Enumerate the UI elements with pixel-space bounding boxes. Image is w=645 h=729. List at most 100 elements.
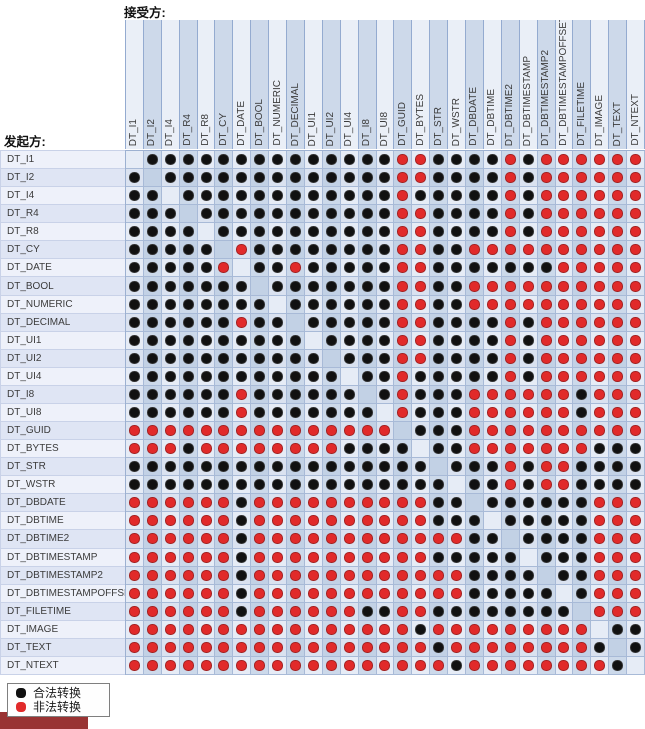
legal-dot: [182, 172, 194, 184]
matrix-cell-DT_NUMERIC-to-DT_I4: [161, 295, 180, 314]
legal-dot: [522, 154, 534, 166]
illegal-dot: [630, 370, 642, 382]
row-label-DT_I8: DT_I8: [1, 385, 125, 404]
matrix-cell-DT_GUID-to-DT_TEXT: [609, 422, 628, 441]
matrix-cell-DT_DBTIME-to-DT_UI2: [322, 512, 341, 531]
legal-dot: [307, 461, 319, 473]
illegal-dot: [325, 605, 337, 617]
illegal-dot: [146, 533, 158, 545]
legal-dot: [164, 154, 176, 166]
matrix-cell-DT_I2-to-DT_I1: [126, 169, 144, 188]
matrix-cell-DT_DBTIME2-to-DT_UI4: [340, 530, 359, 549]
legal-dot: [612, 623, 624, 635]
matrix-cell-DT_DBDATE-to-DT_DBTIMESTAMPOFFSET: [555, 494, 574, 513]
legal-dot: [361, 262, 373, 274]
matrix-cell-DT_DBTIMESTAMP-to-DT_DBTIME2: [501, 548, 520, 567]
matrix-cell-DT_I1-to-DT_DBTIMESTAMP: [519, 151, 538, 170]
legal-dot: [325, 244, 337, 256]
legal-dot: [325, 461, 337, 473]
matrix-cell-DT_NTEXT-to-DT_BOOL: [251, 656, 270, 675]
legal-dot: [146, 154, 158, 166]
matrix-cell-DT_TEXT-to-DT_CY: [215, 638, 234, 657]
matrix-cell-DT_BOOL-to-DT_R4: [179, 277, 198, 296]
matrix-cell-DT_WSTR-to-DT_DBTIMESTAMP2: [537, 476, 556, 495]
matrix-cell-DT_FILETIME-to-DT_DBTIMESTAMP2: [537, 602, 556, 621]
illegal-dot: [361, 623, 373, 635]
illegal-dot: [415, 208, 427, 220]
matrix-cell-DT_UI8-to-DT_DBTIMESTAMPOFFSET: [555, 403, 574, 423]
matrix-cell-DT_DBTIMESTAMP2-to-DT_UI4: [340, 566, 359, 585]
illegal-dot: [594, 388, 606, 400]
matrix-cell-DT_I4-to-DT_DBTIMESTAMPOFFSET: [555, 187, 574, 206]
illegal-dot: [272, 569, 284, 581]
matrix-cell-DT_CY-to-DT_TEXT: [609, 241, 628, 260]
legal-dot: [236, 226, 248, 238]
illegal-dot: [200, 659, 212, 671]
legal-dot: [451, 262, 463, 274]
matrix-cell-DT_DBTIME-to-DT_TEXT: [609, 512, 628, 531]
illegal-dot: [164, 497, 176, 509]
matrix-cell-DT_DBTIME-to-DT_DBTIME2: [501, 512, 520, 531]
matrix-cell-DT_R4-to-DT_DBDATE: [466, 205, 484, 224]
matrix-cell-DT_CY-to-DT_R8: [197, 241, 216, 260]
legal-dot: [415, 406, 427, 418]
illegal-dot: [594, 244, 606, 256]
matrix-cell-DT_FILETIME-to-DT_IMAGE: [591, 602, 610, 621]
matrix-cell-DT_IMAGE-to-DT_DBTIMESTAMP: [519, 620, 538, 639]
legal-dot: [182, 262, 194, 274]
matrix-cell-DT_DBTIMESTAMP-to-DT_IMAGE: [591, 548, 610, 567]
illegal-dot: [630, 388, 642, 400]
matrix-cell-DT_BYTES-to-DT_DBTIMESTAMPOFFSET: [555, 440, 574, 459]
legal-dot: [128, 190, 140, 202]
matrix-cell-DT_I2-to-DT_DBTIMESTAMP2: [537, 169, 556, 188]
illegal-dot: [146, 623, 158, 635]
legend-item-illegal: 非法转换: [16, 701, 109, 713]
matrix-cell-DT_BOOL-to-DT_I8: [358, 277, 377, 296]
legal-dot: [343, 406, 355, 418]
legal-dot: [451, 154, 463, 166]
matrix-cell-DT_UI2-to-DT_WSTR: [448, 349, 467, 368]
matrix-cell-DT_DATE-to-DT_TEXT: [609, 259, 628, 278]
illegal-dot: [200, 605, 212, 617]
column-header-DT_DBTIMESTAMP: DT_DBTIMESTAMP: [519, 20, 538, 149]
illegal-dot: [272, 605, 284, 617]
illegal-dot: [415, 154, 427, 166]
legal-dot: [146, 388, 158, 400]
legal-dot: [433, 244, 445, 256]
illegal-dot: [576, 316, 588, 328]
matrix-cell-DT_I2-to-DT_UI1: [304, 169, 323, 188]
legal-dot: [307, 388, 319, 400]
matrix-cell-DT_I8-to-DT_UI4: [340, 385, 359, 404]
matrix-cell-DT_DBTIME-to-DT_UI1: [304, 512, 323, 531]
illegal-dot: [200, 551, 212, 563]
legal-dot: [486, 208, 498, 220]
matrix-cell-DT_BOOL-to-DT_BOOL: [251, 277, 270, 296]
matrix-cell-DT_FILETIME-to-DT_DBDATE: [466, 602, 484, 621]
legal-dot: [307, 208, 319, 220]
matrix-cell-DT_BYTES-to-DT_DECIMAL: [287, 440, 305, 459]
illegal-dot: [379, 587, 391, 599]
illegal-dot: [612, 515, 624, 527]
matrix-cell-DT_I2-to-DT_WSTR: [448, 169, 467, 188]
matrix-cell-DT_BYTES-to-DT_UI2: [322, 440, 341, 459]
matrix-cell-DT_DBDATE-to-DT_DBTIME: [483, 494, 502, 513]
legal-dot: [630, 641, 642, 653]
matrix-cell-DT_DBTIMESTAMP2-to-DT_DBTIME: [483, 566, 502, 585]
illegal-dot: [146, 497, 158, 509]
matrix-cell-DT_NTEXT-to-DT_DBTIME: [483, 656, 502, 675]
illegal-dot: [236, 659, 248, 671]
illegal-dot: [128, 587, 140, 599]
matrix-cell-DT_DBTIME2-to-DT_IMAGE: [591, 530, 610, 549]
matrix-cell-DT_DBTIMESTAMPOFFSET-to-DT_DBTIME: [483, 584, 502, 603]
illegal-dot: [325, 569, 337, 581]
matrix-cell-DT_CY-to-DT_NTEXT: [627, 241, 645, 260]
illegal-dot: [576, 154, 588, 166]
illegal-dot: [343, 551, 355, 563]
illegal-dot: [361, 659, 373, 671]
matrix-cell-DT_DBTIMESTAMP-to-DT_DBTIMESTAMP: [519, 548, 538, 567]
illegal-dot: [397, 352, 409, 364]
illegal-dot: [182, 605, 194, 617]
illegal-dot: [415, 280, 427, 292]
illegal-dot: [504, 479, 516, 491]
matrix-cell-DT_NTEXT-to-DT_UI8: [376, 656, 395, 675]
